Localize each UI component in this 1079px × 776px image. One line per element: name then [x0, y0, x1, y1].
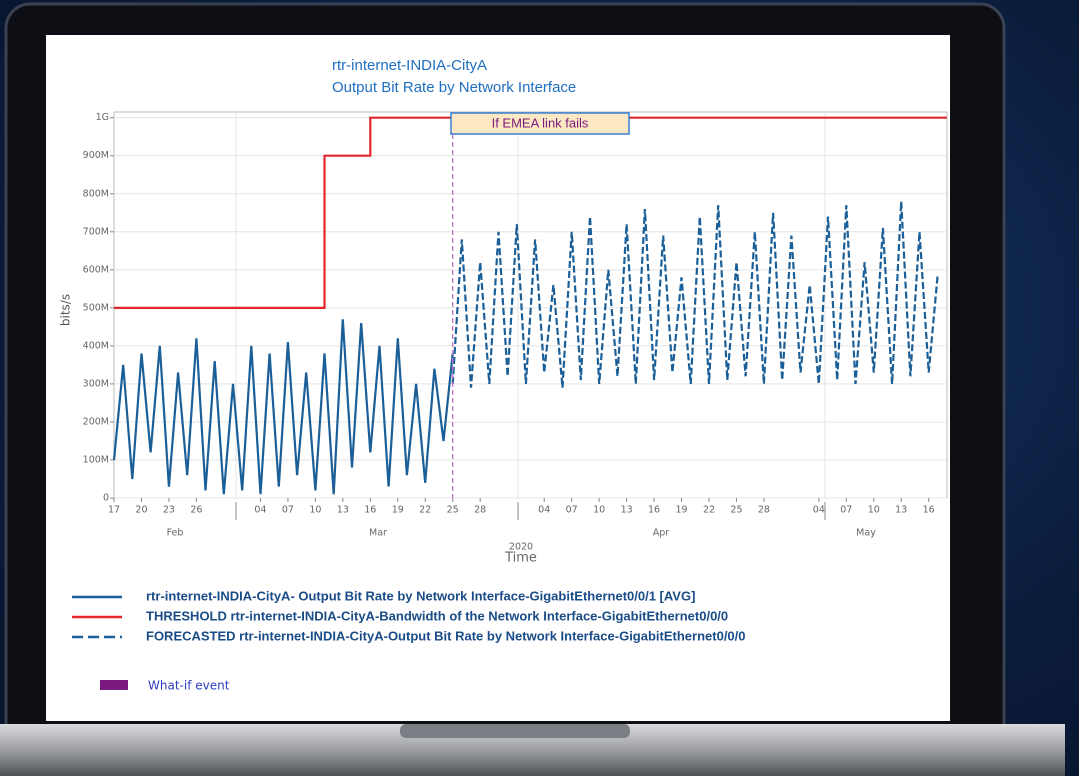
x-tick-label: 28	[474, 505, 486, 516]
x-tick-label: 07	[840, 505, 852, 516]
annotation: If EMEA link fails	[492, 115, 589, 130]
x-tick-label: 13	[621, 505, 633, 516]
x-tick-label: 04	[538, 505, 550, 516]
x-tick-label: 16	[364, 505, 376, 516]
y-tick-label: 500M	[83, 302, 109, 313]
month-label: Feb	[167, 528, 184, 539]
y-tick-label: 100M	[83, 454, 109, 465]
legend-label: rtr-internet-INDIA-CityA- Output Bit Rat…	[146, 588, 695, 603]
y-tick-label: 900M	[83, 150, 109, 161]
x-tick-label: 04	[813, 505, 825, 516]
x-tick-label: 25	[730, 505, 742, 516]
chart-subtitle: Output Bit Rate by Network Interface	[332, 79, 576, 96]
y-tick-label: 1G	[96, 112, 109, 123]
year-label: 2020	[509, 542, 533, 553]
y-tick-label: 200M	[83, 416, 109, 427]
x-tick-label: 23	[163, 505, 175, 516]
x-tick-label: 25	[447, 505, 459, 516]
legend-swatch	[100, 680, 128, 690]
series-line	[451, 201, 939, 388]
x-tick-label: 28	[758, 505, 770, 516]
x-tick-label: 07	[282, 505, 294, 516]
legend-label: THRESHOLD rtr-internet-INDIA-CityA-Bandw…	[146, 608, 728, 623]
legend-label: What-if event	[148, 679, 230, 693]
month-label: Mar	[369, 528, 387, 539]
y-tick-label: 700M	[83, 226, 109, 237]
x-tick-label: 13	[895, 505, 907, 516]
y-tick-label: 400M	[83, 340, 109, 351]
x-tick-label: 07	[566, 505, 578, 516]
series-line	[112, 319, 454, 495]
x-tick-label: 26	[190, 505, 202, 516]
y-tick-label: 0	[103, 493, 109, 504]
legend-label: FORECASTED rtr-internet-INDIA-CityA-Outp…	[146, 628, 746, 643]
x-tick-label: 19	[392, 505, 404, 516]
x-tick-label: 20	[135, 505, 147, 516]
x-tick-label: 10	[868, 505, 880, 516]
y-tick-label: 600M	[83, 264, 109, 275]
x-tick-label: 22	[419, 505, 431, 516]
x-axis-label: Time	[504, 551, 537, 566]
x-tick-label: 22	[703, 505, 715, 516]
x-tick-label: 16	[923, 505, 935, 516]
laptop-notch	[400, 724, 630, 738]
x-tick-label: 19	[675, 505, 687, 516]
month-label: May	[856, 528, 876, 539]
y-axis-label: bits/s	[59, 294, 73, 326]
chart-title: rtr-internet-INDIA-CityA	[332, 57, 487, 74]
x-tick-label: 04	[254, 505, 266, 516]
annotation-box	[450, 112, 630, 135]
month-label: Apr	[653, 528, 670, 539]
plot-area	[113, 111, 948, 499]
y-tick-label: 800M	[83, 188, 109, 199]
y-tick-label: 300M	[83, 378, 109, 389]
x-tick-label: 13	[337, 505, 349, 516]
x-tick-label: 10	[593, 505, 605, 516]
x-tick-label: 10	[309, 505, 321, 516]
x-tick-label: 17	[108, 505, 120, 516]
x-tick-label: 16	[648, 505, 660, 516]
